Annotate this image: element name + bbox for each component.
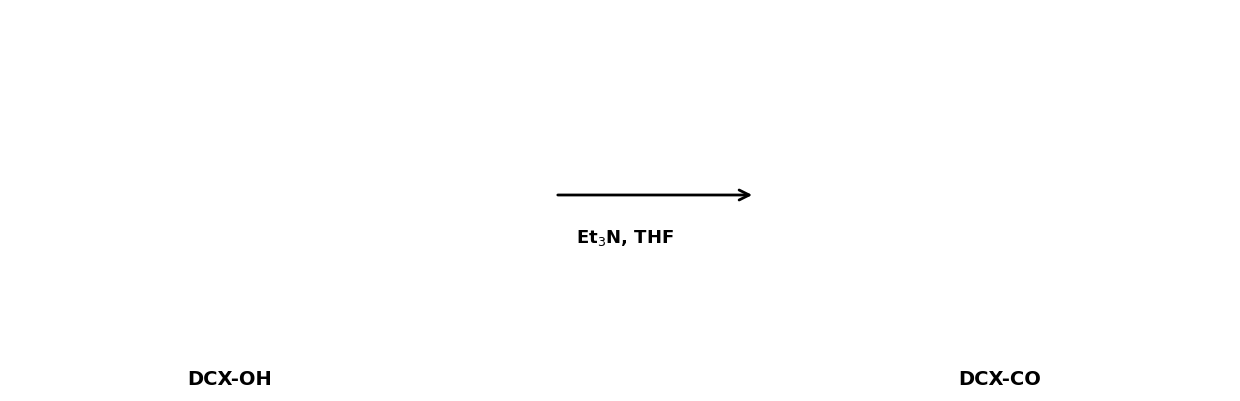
Text: DCX-OH: DCX-OH: [187, 370, 273, 389]
Text: DCX-CO: DCX-CO: [959, 370, 1042, 389]
Text: Et$_3$N, THF: Et$_3$N, THF: [577, 228, 673, 248]
